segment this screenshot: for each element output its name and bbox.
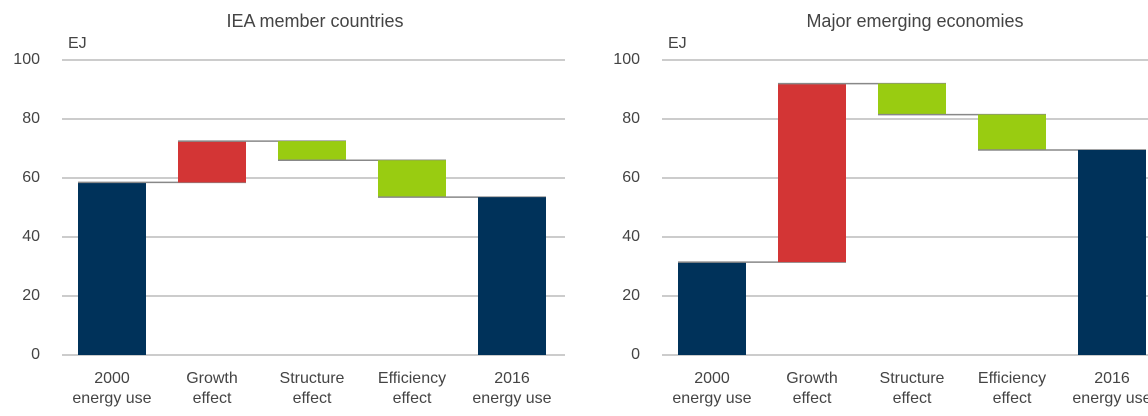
x-tick-label-line: Growth bbox=[186, 370, 238, 387]
x-tick-label-line: effect bbox=[393, 390, 432, 407]
y-tick-label: 20 bbox=[22, 287, 40, 304]
chart-title: IEA member countries bbox=[226, 11, 403, 31]
y-tick-label: 100 bbox=[13, 51, 40, 68]
x-tick-label: 2016 energy use bbox=[1072, 370, 1148, 407]
bar bbox=[178, 141, 246, 183]
bar bbox=[478, 197, 546, 355]
y-tick-label: 0 bbox=[31, 346, 40, 363]
x-tick-label-line: 2016 bbox=[1094, 370, 1130, 387]
y-axis-label: EJ bbox=[68, 35, 87, 52]
x-tick-label: 2000 energy use bbox=[72, 370, 151, 407]
x-tick-label-line: effect bbox=[893, 390, 932, 407]
y-tick-label: 40 bbox=[622, 228, 640, 245]
bar bbox=[278, 141, 346, 161]
x-tick-label-line: effect bbox=[993, 390, 1032, 407]
bar bbox=[878, 83, 946, 115]
x-tick-label-line: 2000 bbox=[694, 370, 730, 387]
bar bbox=[78, 182, 146, 355]
y-tick-label: 40 bbox=[22, 228, 40, 245]
y-tick-label: 60 bbox=[622, 169, 640, 186]
y-tick-label: 20 bbox=[622, 287, 640, 304]
x-tick-label-line: effect bbox=[293, 390, 332, 407]
x-tick-label-line: energy use bbox=[72, 390, 151, 407]
x-tick-label: Growth effect bbox=[786, 370, 838, 407]
x-tick-label: Efficiency effect bbox=[978, 370, 1046, 407]
x-tick-label: Growth effect bbox=[186, 370, 238, 407]
chart-title: Major emerging economies bbox=[806, 11, 1023, 31]
y-tick-label: 80 bbox=[22, 110, 40, 127]
x-tick-label: Structure effect bbox=[880, 370, 945, 407]
x-tick-label-line: effect bbox=[193, 390, 232, 407]
x-tick-label: Efficiency effect bbox=[378, 370, 446, 407]
x-tick-label: 2000 energy use bbox=[672, 370, 751, 407]
bar bbox=[778, 83, 846, 263]
x-tick-label: 2016 energy use bbox=[472, 370, 551, 407]
x-tick-label-line: energy use bbox=[1072, 390, 1148, 407]
bar bbox=[378, 160, 446, 198]
y-tick-label: 100 bbox=[613, 51, 640, 68]
y-tick-label: 0 bbox=[631, 346, 640, 363]
y-tick-label: 60 bbox=[22, 169, 40, 186]
x-tick-label-line: energy use bbox=[472, 390, 551, 407]
x-tick-label-line: energy use bbox=[672, 390, 751, 407]
x-tick-label-line: 2016 bbox=[494, 370, 530, 387]
y-axis-label: EJ bbox=[668, 35, 687, 52]
x-tick-label: Structure effect bbox=[280, 370, 345, 407]
bar bbox=[978, 114, 1046, 150]
x-tick-label-line: Efficiency bbox=[378, 370, 446, 387]
x-tick-label-line: Growth bbox=[786, 370, 838, 387]
bar bbox=[1078, 149, 1146, 355]
x-tick-label-line: effect bbox=[793, 390, 832, 407]
x-tick-label-line: Structure bbox=[280, 370, 345, 387]
bar bbox=[678, 262, 746, 355]
x-tick-label-line: Structure bbox=[880, 370, 945, 387]
x-tick-label-line: Efficiency bbox=[978, 370, 1046, 387]
y-tick-label: 80 bbox=[622, 110, 640, 127]
x-tick-label-line: 2000 bbox=[94, 370, 130, 387]
